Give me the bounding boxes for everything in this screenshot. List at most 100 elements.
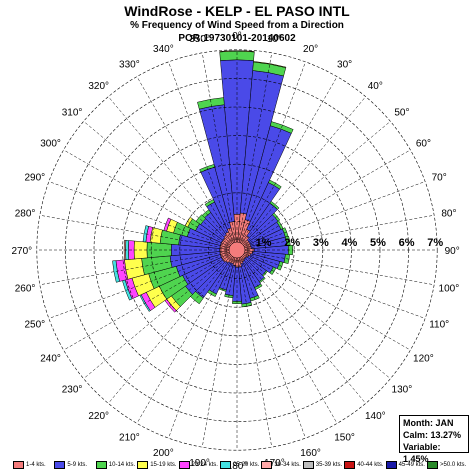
grid-spoke-280 [39, 214, 238, 251]
direction-label-30: 30° [337, 60, 352, 71]
direction-label-20: 20° [303, 44, 318, 55]
legend: 1-4 kts. 5-9 kts. 10-14 kts. 15-19 kts. 20-2… [13, 459, 468, 471]
legend-swatch [178, 461, 190, 469]
windrose-petals [112, 50, 294, 313]
direction-label-270: 270° [11, 246, 32, 257]
petal-350-bin-3 [197, 97, 225, 110]
grid-spoke-190 [201, 249, 238, 448]
grid-spoke-260 [39, 249, 238, 286]
direction-label-190: 190° [189, 458, 210, 469]
legend-swatch [220, 461, 231, 469]
petal-290-bin-5 [163, 217, 172, 232]
grid-spoke-30 [236, 76, 338, 251]
direction-label-330: 330° [119, 60, 140, 71]
legend-label: >50.0 kts. [440, 462, 467, 468]
direction-label-60: 60° [416, 138, 431, 149]
direction-label-140: 140° [365, 411, 386, 422]
grid-spoke-110 [236, 249, 426, 319]
ring-label-6: 6% [399, 237, 415, 249]
direction-label-90: 90° [445, 246, 460, 257]
direction-label-50: 50° [394, 108, 409, 119]
grid-spoke-350 [201, 52, 238, 251]
grid-spoke-210 [136, 249, 238, 424]
direction-label-310: 310° [62, 108, 83, 119]
legend-label: 30-34 kts. [274, 462, 301, 468]
month-label: Month: JAN [403, 418, 454, 428]
legend-swatch [261, 461, 273, 469]
legend-swatch [137, 461, 149, 469]
direction-label-70: 70° [432, 172, 447, 183]
legend-swatch [54, 461, 66, 469]
windrose-grid [36, 49, 438, 451]
legend-label: 15-19 kts. [150, 462, 177, 468]
grid-spoke-70 [236, 181, 426, 251]
grid-spoke-250 [48, 249, 238, 319]
period-of-record: POR:19730101-20140602 [178, 33, 296, 44]
direction-label-170: 170° [264, 458, 285, 469]
direction-label-260: 260° [15, 283, 36, 294]
calm-label: Calm: 13.27% [403, 430, 462, 440]
grid-spoke-320 [108, 96, 238, 251]
direction-label-300: 300° [40, 138, 61, 149]
grid-spoke-120 [236, 249, 411, 351]
legend-label: 35-39 kts. [315, 462, 343, 468]
grid-spoke-200 [168, 249, 238, 439]
grid-spoke-170 [236, 249, 273, 448]
direction-label-350: 350° [189, 34, 210, 45]
variable-label: Variable: 1.45% [403, 442, 441, 464]
ring-label-3: 3% [313, 237, 329, 249]
direction-label-160: 160° [300, 448, 321, 459]
direction-label-320: 320° [88, 81, 109, 92]
legend-swatch [427, 461, 438, 469]
chart-subtitle: % Frequency of Wind Speed from a Directi… [130, 20, 344, 31]
grid-spoke-240 [63, 249, 238, 351]
direction-label-280: 280° [15, 209, 36, 220]
direction-label-250: 250° [24, 320, 45, 331]
grid-spoke-340 [168, 61, 238, 251]
grid-spoke-150 [236, 249, 338, 424]
grid-spoke-100 [236, 249, 435, 286]
ring-label-5: 5% [370, 237, 386, 249]
calm-center [228, 241, 246, 259]
grid-spoke-40 [236, 96, 366, 251]
legend-label: 45-49 kts. [398, 462, 425, 468]
legend-label: 5-9 kts. [67, 462, 88, 468]
direction-label-340: 340° [153, 44, 174, 55]
direction-label-0: 0° [232, 31, 242, 42]
petal-0-bin-4 [219, 50, 255, 53]
chart-title: WindRose - KELP - EL PASO INTL [124, 3, 350, 19]
direction-label-100: 100° [439, 283, 460, 294]
direction-label-120: 120° [413, 354, 434, 365]
direction-label-130: 130° [392, 384, 413, 395]
legend-swatch [13, 461, 24, 469]
grid-spoke-230 [83, 249, 238, 379]
legend-swatch [385, 461, 397, 469]
ring-label-4: 4% [341, 237, 357, 249]
ring-label-7: 7% [427, 237, 443, 249]
direction-label-200: 200° [153, 448, 174, 459]
direction-labels: 0° 10° 20° 30° 40° 50° 60° 70° 80° 90° 100° 110° 120… [11, 31, 459, 472]
grid-spoke-130 [236, 249, 391, 379]
grid-spoke-290 [48, 181, 238, 251]
grid-ring-1 [208, 221, 266, 279]
grid-spoke-140 [236, 249, 366, 404]
direction-label-240: 240° [40, 354, 61, 365]
info-box: Month: JAN Calm: 13.27% Variable: 1.45% [399, 415, 469, 464]
ring-label-1: 1% [256, 237, 272, 249]
direction-label-210: 210° [119, 432, 140, 443]
legend-label: 40-44 kts. [357, 462, 384, 468]
grid-spoke-50 [236, 121, 391, 251]
grid-spoke-300 [63, 149, 238, 251]
petal-40-bin-3 [269, 200, 280, 210]
direction-label-230: 230° [62, 384, 83, 395]
direction-label-40: 40° [368, 81, 383, 92]
direction-label-220: 220° [88, 411, 109, 422]
grid-spoke-310 [83, 121, 238, 251]
legend-label: 1-4 kts. [26, 462, 46, 468]
legend-label: 25-29 kts. [233, 462, 260, 468]
petal-10-bin-4 [253, 61, 287, 68]
direction-label-10: 10° [267, 34, 282, 45]
legend-swatch [344, 461, 356, 469]
direction-label-110: 110° [429, 320, 449, 331]
